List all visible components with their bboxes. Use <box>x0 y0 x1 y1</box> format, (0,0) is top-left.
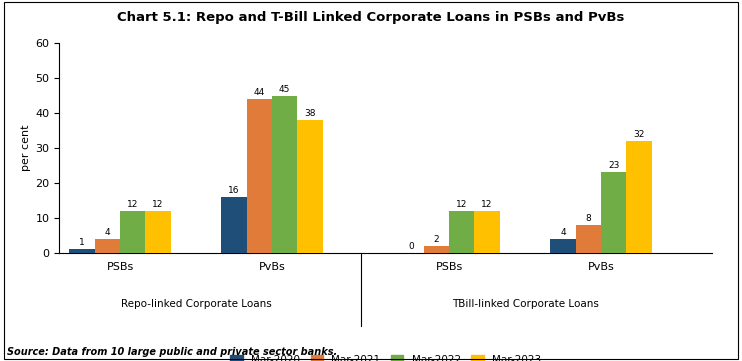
Text: 1: 1 <box>79 238 85 247</box>
Bar <box>424 246 449 253</box>
Bar <box>145 211 171 253</box>
Y-axis label: per cent: per cent <box>22 125 31 171</box>
Text: Source: Data from 10 large public and private sector banks.: Source: Data from 10 large public and pr… <box>7 347 338 357</box>
Bar <box>246 99 272 253</box>
Bar <box>576 225 601 253</box>
Text: 4: 4 <box>560 228 566 237</box>
Bar <box>551 239 576 253</box>
Bar <box>298 120 323 253</box>
Text: 44: 44 <box>254 88 265 97</box>
Bar <box>70 249 95 253</box>
Text: 12: 12 <box>482 200 493 209</box>
Bar <box>95 239 120 253</box>
Legend: Mar-2020, Mar-2021, Mar-2022, Mar-2023: Mar-2020, Mar-2021, Mar-2022, Mar-2023 <box>226 351 545 361</box>
Bar <box>221 197 246 253</box>
Bar <box>601 173 626 253</box>
Bar <box>474 211 499 253</box>
Bar <box>626 141 651 253</box>
Text: 45: 45 <box>279 84 290 93</box>
Text: 8: 8 <box>585 214 591 223</box>
Text: 4: 4 <box>105 228 111 237</box>
Text: 12: 12 <box>127 200 139 209</box>
Text: 38: 38 <box>304 109 315 118</box>
Text: 2: 2 <box>433 235 439 244</box>
Bar <box>449 211 474 253</box>
Text: 23: 23 <box>608 161 620 170</box>
Text: Repo-linked Corporate Loans: Repo-linked Corporate Loans <box>121 299 272 309</box>
Text: 12: 12 <box>152 200 164 209</box>
Text: TBill-linked Corporate Loans: TBill-linked Corporate Loans <box>452 299 599 309</box>
Text: 12: 12 <box>456 200 467 209</box>
Text: 16: 16 <box>229 186 240 195</box>
Text: 0: 0 <box>408 242 414 251</box>
Text: 32: 32 <box>633 130 645 139</box>
Bar <box>120 211 145 253</box>
Text: Chart 5.1: Repo and T-Bill Linked Corporate Loans in PSBs and PvBs: Chart 5.1: Repo and T-Bill Linked Corpor… <box>117 11 625 24</box>
Bar <box>272 96 298 253</box>
